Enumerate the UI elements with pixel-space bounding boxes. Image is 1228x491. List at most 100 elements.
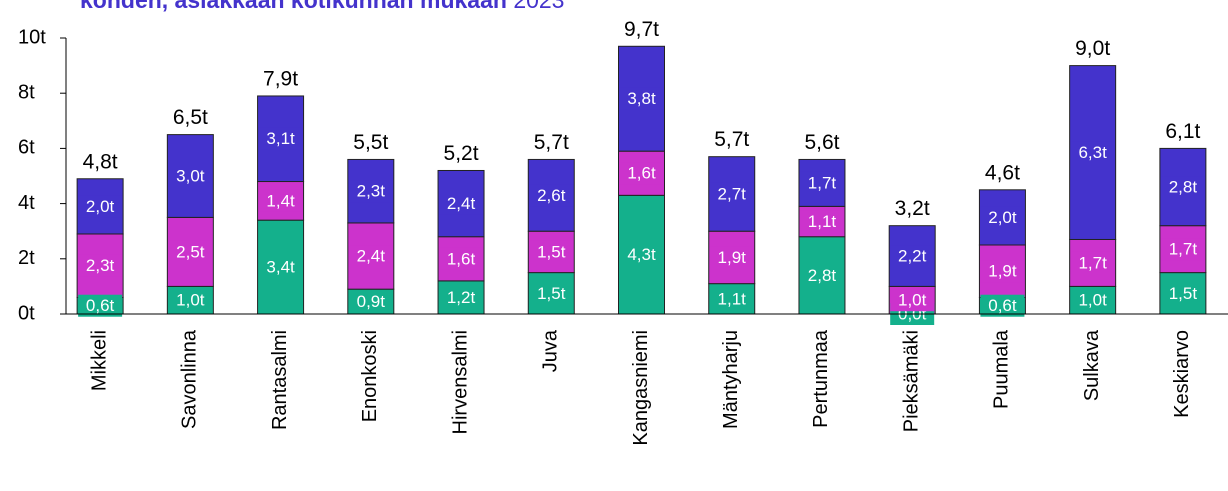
label-bg xyxy=(1160,282,1205,305)
label-bg xyxy=(709,182,754,205)
value-label: 2,4t xyxy=(447,194,476,213)
value-label: 2,6t xyxy=(537,186,566,205)
label-bg xyxy=(1070,289,1115,312)
label-bg xyxy=(439,247,484,270)
value-label: 2,0t xyxy=(86,197,115,216)
total-label: 9,7t xyxy=(624,18,659,41)
value-label: 3,1t xyxy=(266,129,295,148)
label-bg xyxy=(980,206,1025,229)
total-label: 5,2t xyxy=(444,142,479,165)
value-label: 1,7t xyxy=(808,173,837,192)
label-bg xyxy=(258,127,303,150)
value-label: 2,3t xyxy=(86,256,115,275)
x-tick-label: Rantasalmi xyxy=(269,330,291,430)
label-bg xyxy=(1160,176,1205,199)
x-tick-label: Puumala xyxy=(991,329,1013,409)
value-label: 1,6t xyxy=(447,249,476,268)
x-tick-label: Mäntyharju xyxy=(720,330,742,429)
value-label: 2,5t xyxy=(176,242,205,261)
label-bg xyxy=(258,189,303,212)
value-label: 0,9t xyxy=(357,292,386,311)
value-label: 1,9t xyxy=(988,262,1017,281)
x-tick-label: Pieksämäki xyxy=(900,330,922,432)
label-bg xyxy=(78,195,123,218)
label-bg xyxy=(980,294,1025,317)
subtitle: 2023 xyxy=(513,0,564,13)
label-bg xyxy=(258,256,303,279)
label-bg xyxy=(439,286,484,309)
y-tick-label: 10t xyxy=(18,26,46,48)
label-bg xyxy=(619,87,664,110)
x-tick-label: Mikkeli xyxy=(88,330,110,391)
value-label: 1,5t xyxy=(1169,284,1198,303)
value-label: 1,7t xyxy=(1169,240,1198,259)
value-label: 3,8t xyxy=(627,89,656,108)
label-bg xyxy=(980,260,1025,283)
value-label: 6,3t xyxy=(1078,143,1107,162)
label-bg xyxy=(799,210,844,233)
label-bg xyxy=(1070,251,1115,274)
x-tick-label: Kangasniemi xyxy=(630,330,652,446)
value-label: 0,6t xyxy=(86,296,115,315)
value-label: 1,0t xyxy=(176,291,205,310)
label-bg xyxy=(348,290,393,313)
label-bg xyxy=(799,264,844,287)
x-tick-label: Enonkoski xyxy=(359,330,381,422)
total-label: 6,5t xyxy=(173,106,208,129)
value-label: 1,1t xyxy=(718,289,747,308)
value-label: 4,3t xyxy=(627,245,656,264)
label-bg xyxy=(168,165,213,187)
label-bg xyxy=(439,192,484,215)
label-bg xyxy=(529,282,574,305)
x-tick-label: Hirvensalmi xyxy=(449,330,471,434)
x-tick-label: Keskiarvo xyxy=(1171,330,1193,418)
value-label: 1,0t xyxy=(1078,291,1107,310)
label-bg xyxy=(529,184,574,207)
title: kohden, asiakkaan kotikunnan mukaan xyxy=(80,0,507,13)
value-label: 1,9t xyxy=(718,248,747,267)
value-label: 1,5t xyxy=(537,284,566,303)
y-tick-label: 6t xyxy=(18,137,35,159)
value-label: 0,6t xyxy=(988,296,1017,315)
label-bg xyxy=(78,294,123,317)
x-tick-label: Juva xyxy=(540,329,562,372)
value-label: 1,2t xyxy=(447,288,476,307)
value-label: 1,0t xyxy=(898,291,927,310)
total-label: 5,7t xyxy=(534,131,569,154)
value-label: 1,4t xyxy=(266,191,295,210)
label-bg xyxy=(890,289,935,312)
value-label: 3,4t xyxy=(266,258,295,277)
value-label: 3,0t xyxy=(176,166,205,185)
total-label: 3,2t xyxy=(895,197,930,220)
label-bg xyxy=(168,289,213,312)
label-bg xyxy=(1070,141,1115,164)
value-label: 2,8t xyxy=(808,266,837,285)
x-tick-label: Savonlinna xyxy=(179,329,201,429)
total-label: 5,7t xyxy=(714,128,749,151)
value-label: 2,8t xyxy=(1169,178,1198,197)
total-label: 5,6t xyxy=(804,131,839,154)
x-tick-label: Sulkava xyxy=(1081,329,1103,401)
y-tick-label: 4t xyxy=(18,192,35,214)
label-bg xyxy=(1160,238,1205,261)
value-label: 2,3t xyxy=(357,182,386,201)
label-bg xyxy=(529,240,574,263)
y-tick-label: 8t xyxy=(18,81,35,103)
label-bg xyxy=(348,245,393,268)
value-label: 2,4t xyxy=(357,247,386,266)
label-bg xyxy=(799,171,844,194)
total-label: 9,0t xyxy=(1075,37,1110,60)
value-label: 2,0t xyxy=(988,208,1017,227)
chart-title: kohden, asiakkaan kotikunnan mukaan 2023 xyxy=(80,0,564,13)
value-label: 1,5t xyxy=(537,242,566,261)
total-label: 4,6t xyxy=(985,161,1020,184)
total-label: 6,1t xyxy=(1165,120,1200,143)
total-label: 7,9t xyxy=(263,68,298,91)
value-label: 1,7t xyxy=(1078,253,1107,272)
value-label: 2,7t xyxy=(718,184,747,203)
value-label: 2,2t xyxy=(898,247,927,266)
label-bg xyxy=(168,240,213,263)
label-bg xyxy=(890,245,935,268)
label-bg xyxy=(619,243,664,266)
